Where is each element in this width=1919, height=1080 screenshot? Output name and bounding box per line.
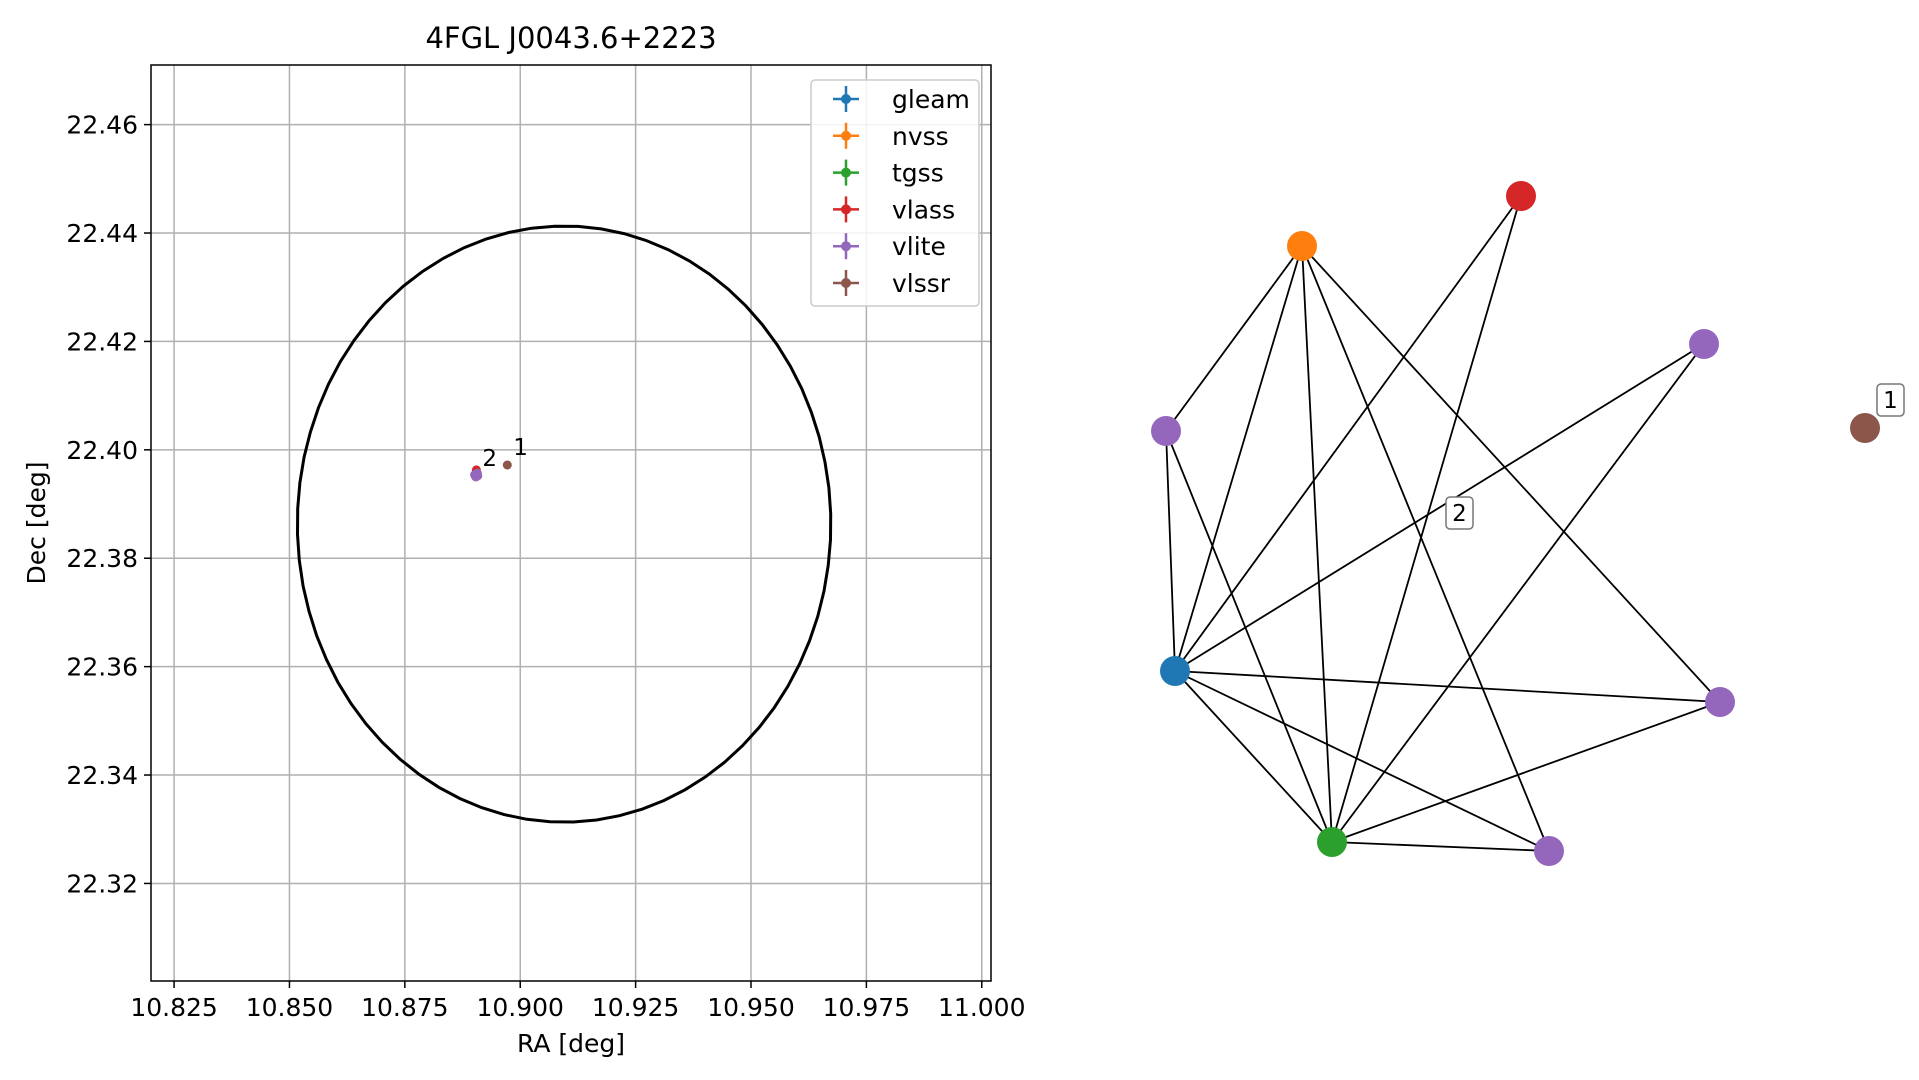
edge-tgss-vlite_d: [1331, 841, 1550, 852]
node-label-layer: 12: [1445, 383, 1905, 530]
grid-layer: [151, 65, 991, 981]
legend-marker-nvss: [841, 130, 851, 141]
legend-marker-tgss: [841, 167, 851, 178]
y-tick-label: 22.34: [66, 761, 138, 790]
x-tick-label: 11.000: [938, 993, 1025, 1022]
legend-items: gleam nvss tgss vlass vlite vlssr: [833, 85, 970, 298]
edge-vlass-gleam: [1174, 195, 1522, 672]
x-tick-label: 10.900: [476, 993, 563, 1022]
edge-gleam-vlite_d: [1174, 670, 1550, 852]
x-tick-label: 10.825: [130, 993, 217, 1022]
y-tick-label: 22.40: [66, 436, 138, 465]
point-vlite: [471, 472, 481, 482]
legend-label-vlass: vlass: [892, 195, 955, 224]
node-vlass: [1506, 181, 1536, 211]
node-label-box: [1876, 383, 1905, 417]
edge-vlite_b-gleam: [1165, 430, 1176, 672]
localization-ellipse: [295, 224, 833, 824]
edge-vlite_a-gleam: [1174, 343, 1705, 672]
y-tick-label: 22.36: [66, 653, 138, 682]
edge-nvss-vlite_b: [1165, 245, 1303, 432]
point-annotation-1: 1: [513, 435, 528, 461]
edge-nvss-vlite_d: [1301, 245, 1550, 852]
node-vlite_b: [1151, 416, 1181, 446]
node-label-2: 2: [1452, 501, 1467, 527]
tick-layer: 10.825 10.850 10.875 10.900 10.925 10.950 10.9…: [66, 111, 1025, 1022]
legend-label-gleam: gleam: [892, 85, 970, 114]
x-tick-label: 10.950: [707, 993, 794, 1022]
points-layer: [470, 460, 512, 482]
legend: gleam nvss tgss vlass vlite vlssr: [810, 79, 980, 307]
legend-label-vlssr: vlssr: [892, 269, 951, 298]
y-tick-label: 22.44: [66, 219, 138, 248]
edge-vlite_b-tgss: [1165, 430, 1333, 843]
node-tgss: [1317, 827, 1347, 857]
y-tick-label: 22.42: [66, 327, 138, 356]
edge-nvss-vlite_c: [1301, 245, 1721, 703]
x-tick-label: 10.875: [361, 993, 448, 1022]
network-panel: 12: [1151, 181, 1905, 866]
ellipse-layer: [295, 224, 833, 824]
edge-nvss-tgss: [1301, 245, 1333, 843]
point-vlssr: [502, 460, 512, 470]
edge-vlass-tgss: [1331, 195, 1522, 843]
node-vlite_a: [1689, 329, 1719, 359]
node-vlssr: [1850, 413, 1880, 443]
legend-label-nvss: nvss: [892, 122, 949, 151]
edge-nvss-gleam: [1174, 245, 1303, 672]
x-tick-label: 10.925: [592, 993, 679, 1022]
x-tick-label: 10.975: [823, 993, 910, 1022]
legend-label-vlite: vlite: [892, 232, 946, 261]
node-gleam: [1160, 656, 1190, 686]
y-tick-label: 22.38: [66, 544, 138, 573]
edge-gleam-tgss: [1174, 670, 1333, 843]
y-tick-label: 22.46: [66, 111, 138, 140]
node-vlite_d: [1534, 836, 1564, 866]
plot-title: 4FGL J0043.6+2223: [425, 21, 716, 55]
node-layer: [1151, 181, 1880, 866]
x-tick-label: 10.850: [246, 993, 333, 1022]
edge-tgss-vlite_c: [1331, 701, 1721, 843]
node-vlite_c: [1705, 687, 1735, 717]
legend-marker-vlite: [841, 241, 851, 252]
x-axis-label: RA [deg]: [517, 1029, 625, 1058]
edge-layer: [1165, 195, 1721, 852]
plot-frame: [150, 64, 992, 982]
edge-gleam-vlite_c: [1174, 670, 1721, 703]
point-annotation-2: 2: [482, 446, 497, 472]
node-label-1: 1: [1883, 388, 1898, 414]
scatter-panel: 4FGL J0043.6+2223 12 10.825 10.850 10.875 1…: [22, 21, 1026, 1058]
annotation-layer: 12: [482, 435, 528, 472]
legend-marker-gleam: [841, 94, 851, 104]
legend-marker-vlass: [841, 204, 851, 215]
edge-vlite_a-tgss: [1331, 343, 1705, 843]
node-label-box: [1445, 496, 1474, 530]
legend-marker-vlssr: [841, 278, 851, 288]
legend-label-tgss: tgss: [892, 159, 944, 188]
y-axis-label: Dec [deg]: [22, 462, 51, 585]
node-nvss: [1287, 231, 1317, 261]
y-tick-label: 22.32: [66, 869, 138, 898]
